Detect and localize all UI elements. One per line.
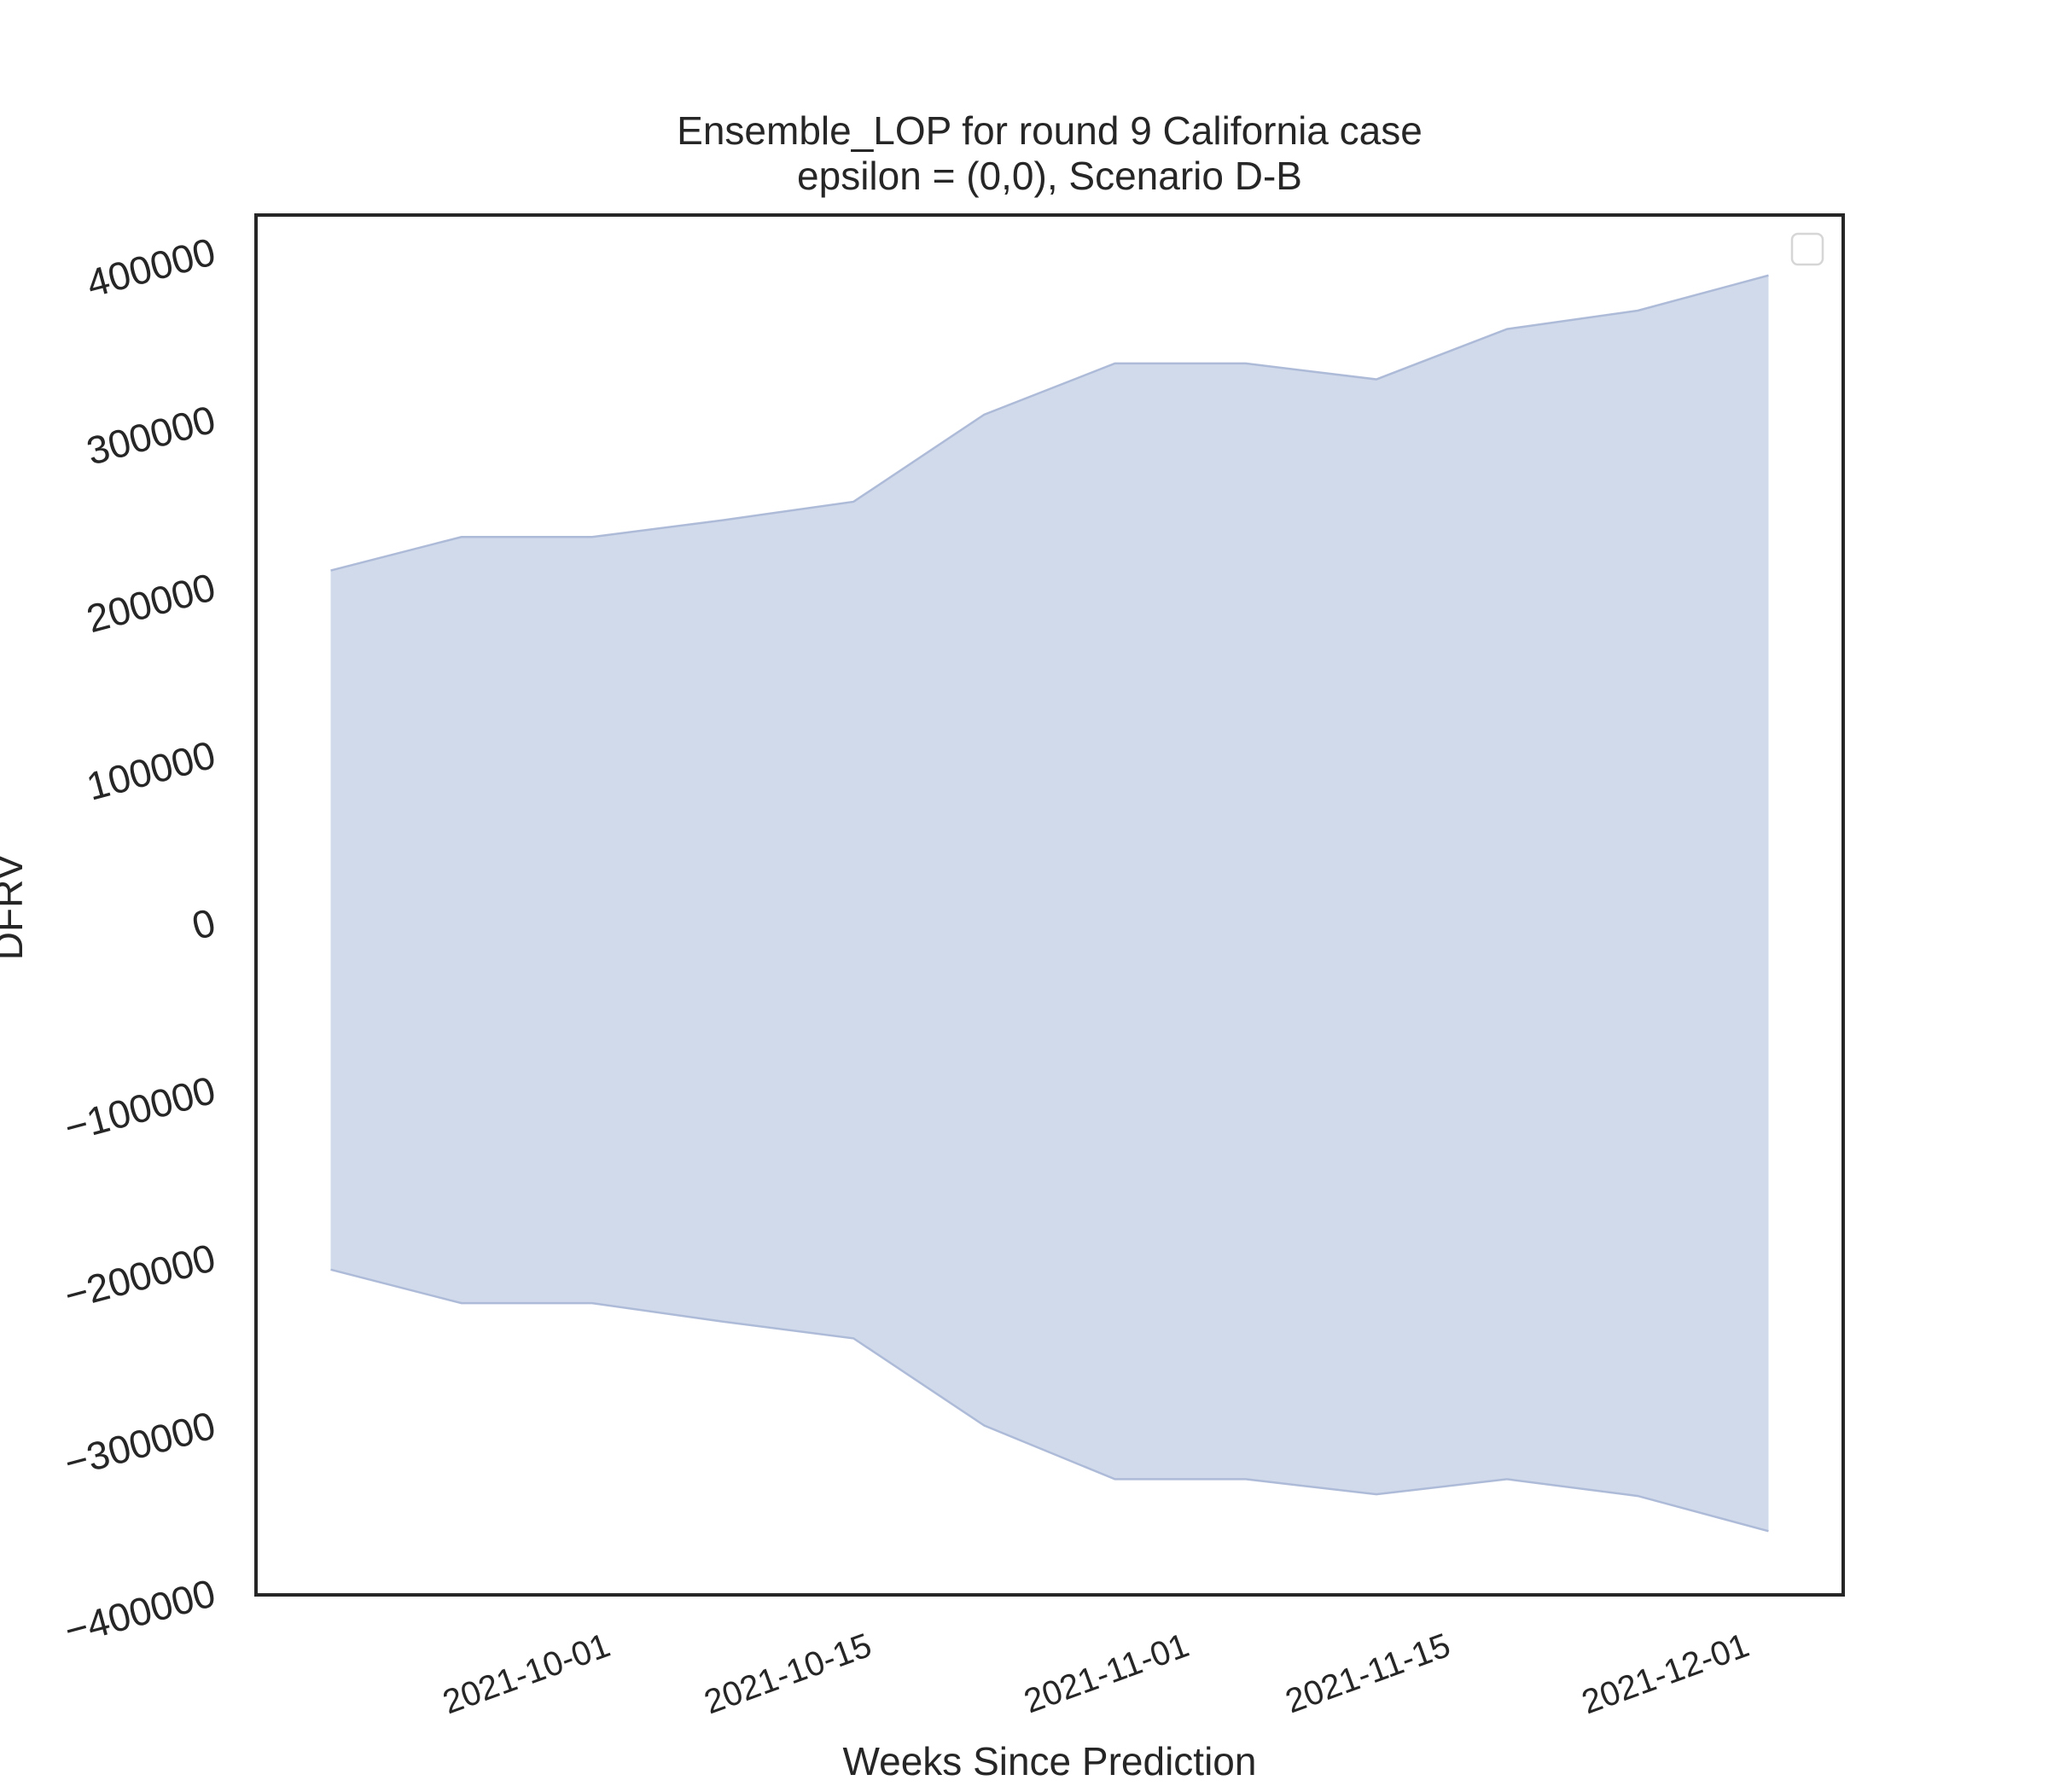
- y-tick-label: −300000: [60, 1403, 220, 1486]
- chart-subtitle: epsilon = (0,0), Scenario D-B: [797, 154, 1302, 198]
- plot-frame: [254, 213, 1845, 1597]
- band-lower-edge: [330, 1268, 1769, 1533]
- y-tick-label: −100000: [60, 1068, 220, 1150]
- chart-title: Ensemble_LOP for round 9 California case: [677, 108, 1423, 153]
- band-upper-edge: [330, 274, 1769, 572]
- x-tick-label: 2021-12-01: [1577, 1626, 1754, 1721]
- y-tick-label: 300000: [82, 397, 220, 474]
- x-axis-label: Weeks Since Prediction: [843, 1739, 1257, 1783]
- band-area: [330, 275, 1769, 1532]
- y-tick-label: −400000: [60, 1570, 220, 1653]
- y-tick-label: 0: [188, 899, 220, 948]
- legend-box: [1790, 232, 1824, 266]
- x-tick-label: 2021-10-01: [438, 1626, 614, 1721]
- y-tick-label: −200000: [60, 1235, 220, 1318]
- y-tick-label: 400000: [82, 229, 220, 305]
- y-axis-label: DFRV: [0, 853, 31, 960]
- x-tick-label: 2021-10-15: [700, 1626, 876, 1721]
- y-tick-label: 200000: [82, 564, 220, 641]
- y-tick-label: 100000: [82, 732, 220, 809]
- x-tick-label: 2021-11-15: [1281, 1626, 1456, 1720]
- x-tick-label: 2021-11-01: [1019, 1626, 1194, 1720]
